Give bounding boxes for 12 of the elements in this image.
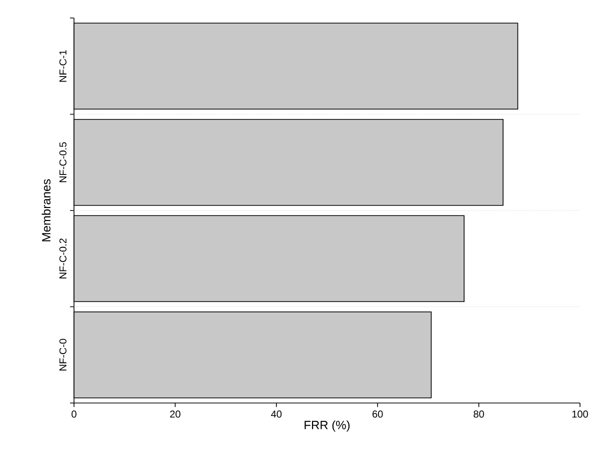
x-tick-label: 60 bbox=[372, 410, 383, 418]
x-axis-title: FRR (%) bbox=[304, 420, 350, 432]
y-tick-label: NF-C-0.5 bbox=[59, 142, 66, 182]
y-tick-label: NF-C-1 bbox=[59, 50, 66, 82]
x-tick-label: 100 bbox=[572, 410, 588, 418]
x-tick-label: 0 bbox=[72, 410, 76, 418]
x-tick-label: 40 bbox=[271, 410, 282, 418]
y-tick-label: NF-C-0.2 bbox=[59, 238, 66, 278]
y-axis-title: Membranes bbox=[42, 179, 51, 242]
x-tick-label: 20 bbox=[170, 410, 180, 418]
x-tick-label: 80 bbox=[474, 410, 484, 418]
y-tick-label: NF-C-0 bbox=[59, 338, 66, 370]
